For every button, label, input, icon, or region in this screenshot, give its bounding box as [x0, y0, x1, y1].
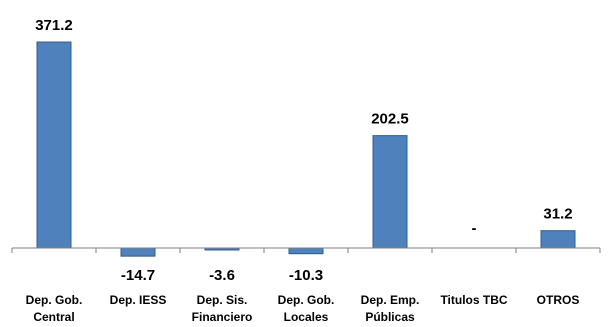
bar — [36, 41, 72, 249]
bar — [288, 247, 324, 255]
data-label: -14.7 — [121, 267, 155, 284]
bars-group — [36, 41, 576, 257]
bar — [120, 247, 156, 257]
data-label: 31.2 — [543, 206, 572, 223]
data-label: -3.6 — [209, 267, 235, 284]
category-label: Dep. Gob. Central — [26, 293, 83, 324]
x-axis — [11, 247, 601, 253]
data-label: 371.2 — [35, 17, 73, 34]
data-label: - — [472, 220, 477, 237]
category-label: Dep. IESS — [110, 293, 167, 307]
category-label: Titulos TBC — [440, 293, 507, 307]
bar — [372, 135, 408, 249]
category-label: Dep. Emp. Públicas — [361, 293, 420, 324]
category-label: Dep. Sis. Financiero — [192, 293, 253, 324]
data-label: -10.3 — [289, 267, 323, 284]
data-label: 202.5 — [371, 111, 409, 128]
bar — [540, 230, 576, 249]
data-labels-group: 371.2 -14.7 -3.6 -10.3 202.5 - 31.2 — [35, 17, 572, 284]
category-labels-group: Dep. Gob. Central Dep. IESS Dep. Sis. Financ… — [26, 293, 580, 324]
category-label: OTROS — [537, 293, 580, 307]
category-label: Dep. Gob. Locales — [278, 293, 335, 324]
